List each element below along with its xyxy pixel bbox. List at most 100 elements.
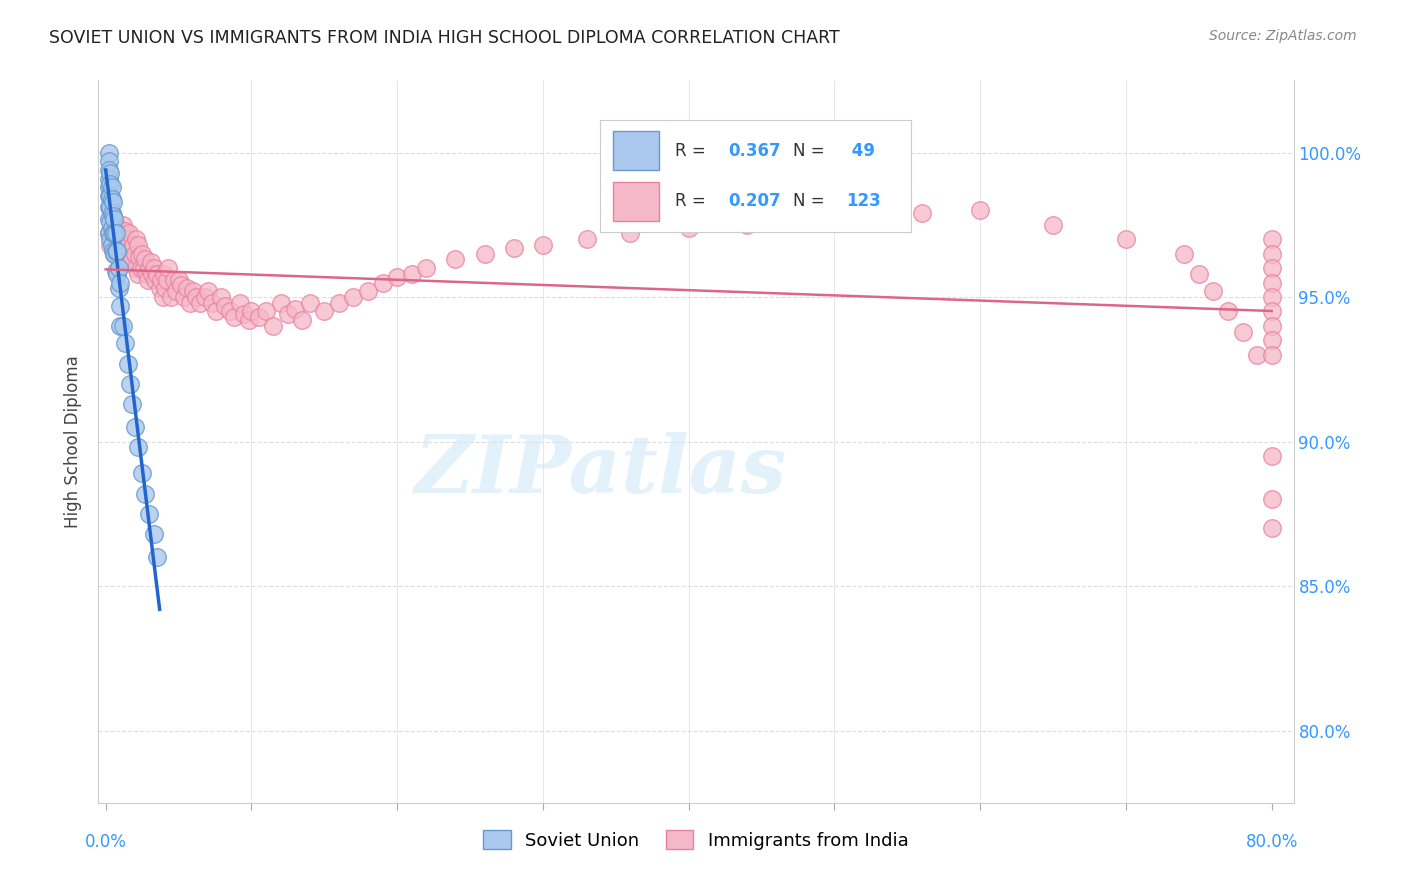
Text: SOVIET UNION VS IMMIGRANTS FROM INDIA HIGH SCHOOL DIPLOMA CORRELATION CHART: SOVIET UNION VS IMMIGRANTS FROM INDIA HI… — [49, 29, 839, 46]
Point — [98, 238, 121, 252]
Point — [127, 440, 149, 454]
Point — [176, 281, 198, 295]
Point — [184, 290, 207, 304]
Point — [1260, 304, 1282, 318]
Text: Source: ZipAtlas.com: Source: ZipAtlas.com — [1209, 29, 1357, 43]
Point — [1260, 276, 1282, 290]
Point — [100, 220, 122, 235]
Point — [145, 267, 167, 281]
Point — [152, 290, 174, 304]
Point — [160, 290, 183, 304]
Point — [233, 307, 256, 321]
Point — [97, 227, 120, 241]
Point — [314, 304, 336, 318]
Point — [121, 397, 143, 411]
Point — [120, 244, 142, 258]
Point — [97, 180, 120, 194]
Point — [1260, 290, 1282, 304]
Point — [105, 267, 128, 281]
Point — [136, 273, 159, 287]
Point — [214, 299, 236, 313]
Point — [108, 281, 131, 295]
Point — [110, 276, 132, 290]
Point — [218, 304, 240, 318]
Point — [1115, 232, 1137, 246]
Point — [142, 261, 165, 276]
Point — [1173, 246, 1195, 260]
Point — [1232, 325, 1254, 339]
Point — [911, 206, 934, 220]
Point — [114, 252, 136, 267]
Point — [474, 246, 496, 260]
Point — [1260, 334, 1282, 348]
Point — [101, 194, 124, 209]
Point — [277, 307, 299, 321]
Point — [1260, 449, 1282, 463]
Point — [138, 507, 160, 521]
Point — [156, 273, 179, 287]
Point — [100, 180, 122, 194]
Point — [115, 232, 138, 246]
Point — [1202, 285, 1225, 299]
Point — [114, 223, 136, 237]
Point — [575, 232, 598, 246]
Point — [1260, 246, 1282, 260]
Point — [110, 318, 132, 333]
Point — [118, 227, 141, 241]
Point — [117, 238, 139, 252]
Point — [385, 269, 409, 284]
Point — [735, 218, 758, 232]
Point — [127, 238, 149, 252]
Point — [205, 304, 228, 318]
Point — [134, 252, 156, 267]
Point — [238, 313, 260, 327]
Point — [97, 145, 120, 160]
Point — [108, 252, 131, 267]
Point — [97, 171, 120, 186]
Point — [132, 261, 155, 276]
Point — [1260, 232, 1282, 246]
Point — [97, 227, 120, 241]
Point — [247, 310, 270, 325]
Point — [357, 285, 380, 299]
Point — [1260, 261, 1282, 276]
Point — [100, 192, 122, 206]
Point — [143, 273, 166, 287]
Point — [157, 261, 180, 276]
Point — [129, 261, 152, 276]
Point — [101, 232, 124, 246]
Point — [209, 290, 232, 304]
Point — [104, 244, 127, 258]
Point — [114, 336, 136, 351]
Point — [103, 212, 125, 227]
Point — [179, 295, 201, 310]
Point — [101, 209, 124, 223]
Point — [110, 299, 132, 313]
Point — [98, 232, 121, 246]
Point — [97, 201, 120, 215]
Point — [240, 304, 263, 318]
Point — [502, 241, 524, 255]
Point — [139, 255, 162, 269]
Point — [291, 313, 314, 327]
Point — [103, 227, 125, 241]
Point — [104, 227, 127, 241]
Point — [135, 267, 157, 281]
Point — [112, 318, 135, 333]
Point — [531, 238, 554, 252]
Point — [145, 550, 167, 565]
Point — [197, 285, 219, 299]
Point — [619, 227, 641, 241]
Y-axis label: High School Diploma: High School Diploma — [65, 355, 83, 528]
Point — [150, 273, 173, 287]
Point — [1246, 348, 1268, 362]
Point — [134, 486, 156, 500]
Point — [201, 295, 224, 310]
Legend: Soviet Union, Immigrants from India: Soviet Union, Immigrants from India — [474, 822, 918, 859]
Point — [1188, 267, 1211, 281]
Point — [124, 420, 146, 434]
Point — [98, 166, 121, 180]
Point — [104, 264, 127, 278]
Point — [149, 281, 172, 295]
Point — [141, 267, 163, 281]
